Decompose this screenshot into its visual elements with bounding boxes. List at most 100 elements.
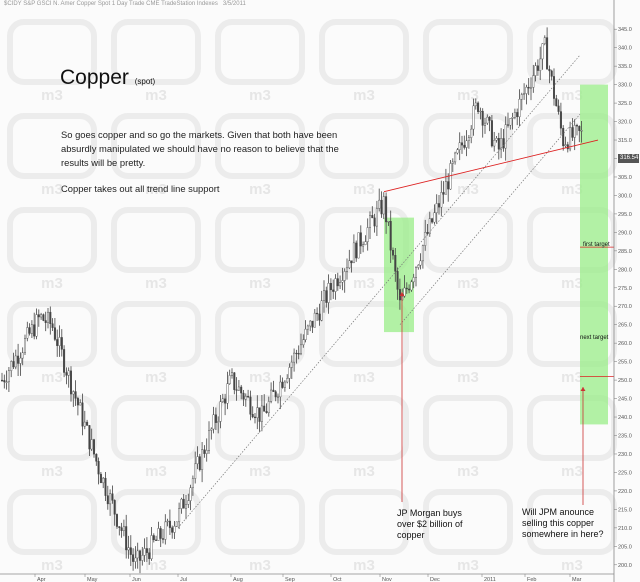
candle-body [7, 370, 10, 383]
candle-body [35, 314, 38, 337]
candle-body [290, 361, 293, 368]
candle-body [573, 125, 576, 138]
candle-body [509, 118, 512, 126]
jpm-sell-arrow [580, 387, 586, 505]
candle-body [352, 242, 355, 264]
candle-body [272, 389, 275, 392]
x-tick-label: Dec [430, 577, 440, 582]
candle-body [435, 203, 438, 213]
watermark-text: m3 [561, 557, 583, 574]
candle-body [306, 325, 309, 330]
candle-body [426, 232, 429, 234]
y-tick-label: 245.0 [618, 397, 632, 403]
candle-body [449, 163, 452, 190]
candle-body [438, 203, 441, 208]
y-tick-label: 240.0 [618, 415, 632, 421]
watermark-frame [7, 489, 97, 555]
candle-body [484, 122, 487, 126]
candle-body [447, 181, 450, 190]
candle-body [405, 287, 408, 290]
arrow-head [580, 387, 586, 391]
candle-body [564, 144, 567, 147]
candle-body [408, 288, 411, 291]
commentary-paragraph-1: So goes copper and so go the markets. Gi… [61, 129, 339, 169]
candle-body [456, 149, 459, 154]
candle-body [42, 314, 45, 321]
candle-body [171, 527, 174, 533]
watermark-text: m3 [457, 557, 479, 574]
y-tick-label: 335.0 [618, 64, 632, 70]
watermark-frame [111, 113, 201, 179]
next-target-label: next target [580, 335, 609, 341]
candle-body [115, 514, 118, 527]
candle-body [79, 402, 82, 406]
candle-body [189, 487, 192, 501]
candle-body [346, 267, 349, 272]
candle-body [63, 349, 66, 373]
candle-body [228, 375, 231, 384]
candle-body [203, 449, 206, 454]
candle-body [309, 320, 312, 327]
candle-body [26, 327, 29, 339]
candle-body [486, 116, 489, 124]
candle-body [385, 196, 388, 223]
x-tick-label: Mar [572, 577, 582, 582]
candle-body [256, 407, 259, 419]
candle-body [412, 277, 415, 283]
watermark-frame [319, 113, 409, 179]
candle-body [40, 314, 43, 318]
watermark-text: m3 [145, 557, 167, 574]
candle-body [387, 221, 390, 223]
watermark-frame [319, 19, 409, 85]
candle-body [180, 498, 183, 509]
candle-body [221, 398, 224, 402]
candle-body [168, 520, 171, 528]
candle-body [47, 311, 50, 323]
candle-body [518, 98, 521, 118]
candle-body [118, 526, 121, 528]
watermark-text: m3 [353, 275, 375, 292]
candle-body [253, 416, 256, 419]
y-tick-label: 205.0 [618, 544, 632, 550]
candle-body [258, 407, 261, 422]
candle-body [69, 370, 72, 395]
candle-body [576, 125, 579, 127]
candle-body [217, 421, 220, 423]
candle-body [198, 456, 201, 470]
candle-body [104, 477, 107, 496]
highlight-zone-2 [580, 84, 608, 425]
candle-body [527, 86, 530, 89]
candle-body [5, 381, 8, 383]
candle-body [428, 218, 431, 234]
last-price-marker: 316.54 [618, 154, 639, 163]
candle-body [417, 264, 420, 268]
candle-body [60, 337, 63, 350]
watermark-text: m3 [249, 557, 271, 574]
y-tick-label: 260.0 [618, 341, 632, 347]
candle-body [247, 395, 250, 398]
candle-body [421, 245, 424, 262]
first-target-label: first target [583, 242, 610, 248]
candle-body [219, 401, 222, 422]
watermark-frame [319, 489, 409, 555]
watermark-text: m3 [145, 463, 167, 480]
watermark-frame [423, 19, 513, 85]
candle-body [513, 112, 516, 118]
arrow-head [399, 292, 405, 296]
chart-header: $CIDY S&P GSCI N. Amer Copper Spot 1 Day… [4, 1, 246, 7]
watermark-text: m3 [353, 557, 375, 574]
watermark-frame [215, 113, 305, 179]
candle-body [392, 250, 395, 256]
candle-body [37, 314, 40, 318]
watermark-frame [319, 301, 409, 367]
watermark-frame [215, 19, 305, 85]
candle-body [461, 142, 464, 146]
candle-body [440, 192, 443, 208]
candle-body [17, 355, 20, 364]
candle-body [373, 217, 376, 227]
candle-body [95, 453, 98, 462]
candle-body [279, 381, 282, 398]
candle-body [237, 386, 240, 391]
watermark-text: m3 [457, 275, 479, 292]
